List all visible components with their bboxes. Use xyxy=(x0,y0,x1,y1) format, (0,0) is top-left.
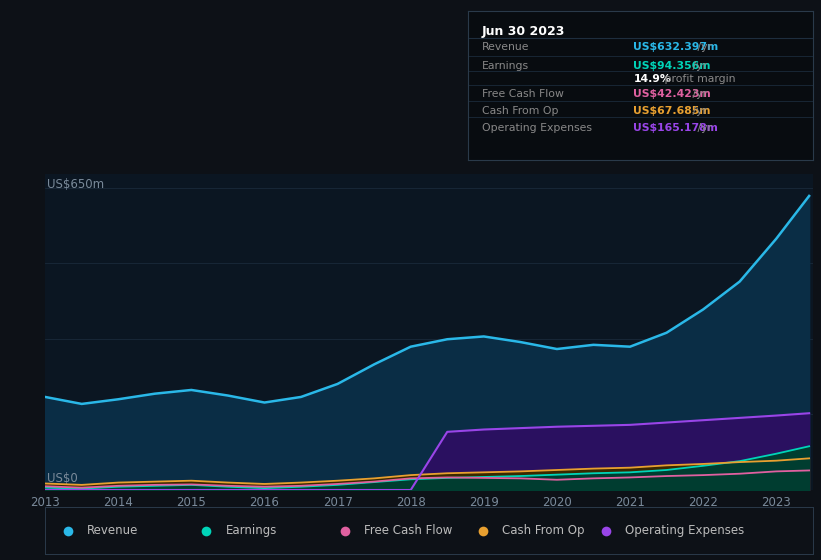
Text: Earnings: Earnings xyxy=(226,524,277,537)
Text: US$0: US$0 xyxy=(47,472,77,486)
Text: /yr: /yr xyxy=(689,89,707,99)
Text: Free Cash Flow: Free Cash Flow xyxy=(364,524,452,537)
Text: /yr: /yr xyxy=(689,61,707,71)
Text: Revenue: Revenue xyxy=(482,42,530,52)
Text: profit margin: profit margin xyxy=(661,74,736,84)
Text: Revenue: Revenue xyxy=(87,524,139,537)
Text: Operating Expenses: Operating Expenses xyxy=(625,524,744,537)
Text: US$67.685m: US$67.685m xyxy=(634,106,711,115)
Text: Cash From Op: Cash From Op xyxy=(502,524,585,537)
Text: US$165.178m: US$165.178m xyxy=(634,123,718,133)
Text: 14.9%: 14.9% xyxy=(634,74,672,84)
Text: /yr: /yr xyxy=(695,123,712,133)
Text: US$42.423m: US$42.423m xyxy=(634,89,711,99)
Text: Operating Expenses: Operating Expenses xyxy=(482,123,592,133)
Text: Earnings: Earnings xyxy=(482,61,529,71)
Text: Jun 30 2023: Jun 30 2023 xyxy=(482,25,565,38)
Text: /yr: /yr xyxy=(689,106,707,115)
Text: US$650m: US$650m xyxy=(47,178,103,192)
Text: /yr: /yr xyxy=(695,42,712,52)
Text: Cash From Op: Cash From Op xyxy=(482,106,558,115)
Text: Free Cash Flow: Free Cash Flow xyxy=(482,89,564,99)
Text: US$94.356m: US$94.356m xyxy=(634,61,711,71)
Text: US$632.397m: US$632.397m xyxy=(634,42,718,52)
